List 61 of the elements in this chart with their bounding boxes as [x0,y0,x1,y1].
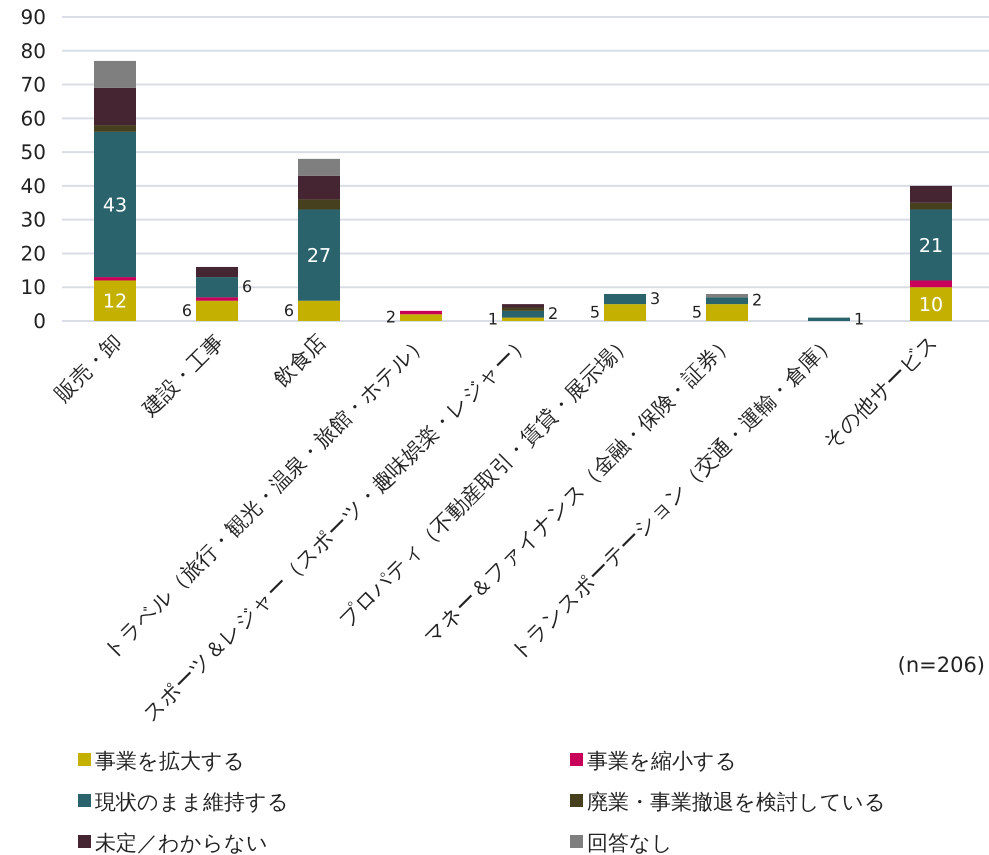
bar [94,280,136,321]
y-tick-label: 80 [20,38,46,63]
x-tick-label: 飲食店 [269,330,331,392]
bar [910,186,952,203]
y-tick-label: 40 [20,174,46,198]
data-label: 12 [102,290,128,313]
y-tick-label: 30 [20,208,46,232]
bar [196,277,238,298]
y-tick-label: 70 [20,72,46,97]
data-label: 2 [386,308,396,327]
bar [910,287,952,321]
data-label: 27 [306,245,332,268]
data-label: 6 [242,277,252,296]
data-label: 21 [918,235,944,257]
data-label: 2 [548,304,558,324]
bar [502,310,544,318]
bar [604,294,646,304]
y-tick-label: 0 [33,309,46,333]
bar [196,300,238,321]
bar [400,314,442,321]
bar [298,158,340,176]
bar [94,277,136,280]
bar [706,297,748,304]
data-label: 1 [854,309,864,328]
x-tick-label: 販売・卸 [50,330,127,406]
y-tick-label: 50 [20,140,46,164]
bar [604,304,646,321]
y-tick-label: 60 [20,106,46,130]
data-label: 1 [488,309,498,328]
data-label: 5 [692,302,702,322]
bar [502,304,544,308]
bar [910,202,952,210]
data-label: 3 [650,289,660,308]
bar [196,266,238,278]
data-label: 10 [918,294,944,316]
y-tick-label: 20 [20,241,46,266]
data-label: 6 [182,300,192,320]
data-label: 2 [752,290,762,310]
bar [706,294,748,298]
bar [298,199,340,210]
bar [94,88,136,126]
y-tick-label: 90 [20,5,46,29]
bar [910,280,952,288]
bar [808,318,850,321]
bar [706,304,748,321]
data-label: 5 [590,302,600,322]
x-tick-label: 建設・工事 [136,330,229,422]
bar [502,307,544,311]
legend-label: 回答なし [587,831,673,855]
bar [94,132,136,278]
bar [910,210,952,280]
bar [298,300,340,321]
bar [502,318,544,321]
y-tick-label: 10 [20,275,46,300]
data-label: 43 [102,194,128,216]
data-label: 6 [284,300,294,320]
bar [94,60,136,88]
text: (n=206) [898,653,985,677]
bar [298,176,340,200]
bar [94,125,136,132]
bar [298,210,340,301]
